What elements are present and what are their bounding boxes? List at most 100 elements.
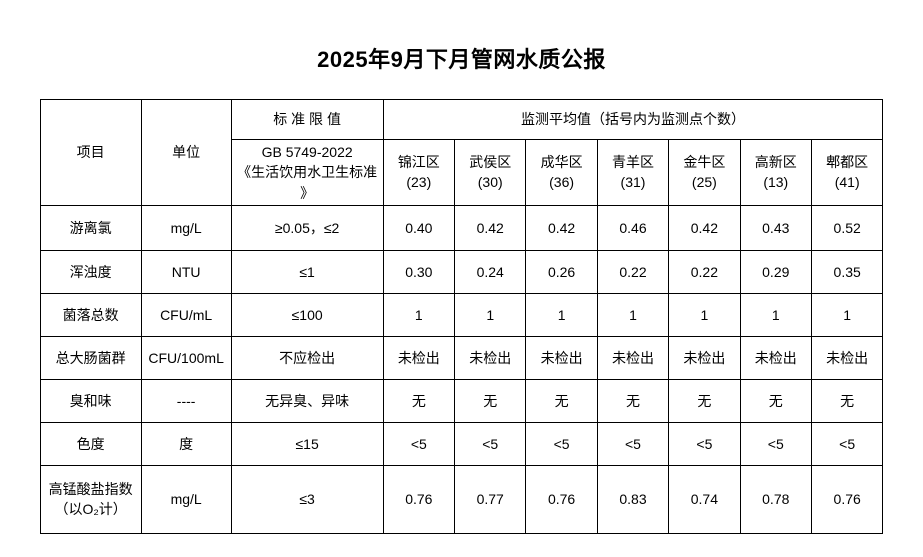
- col-header-standard-limit: 标 准 限 值: [230, 99, 384, 140]
- district-name: 青羊区: [611, 154, 654, 171]
- page-title: 2025年9月下月管网水质公报: [317, 47, 606, 72]
- cell-value: 无: [525, 378, 598, 423]
- row-standard: ≤3: [230, 464, 384, 534]
- col-header-district-pidu: 郫都区 (41): [810, 139, 884, 206]
- district-point-count: (23): [406, 174, 432, 191]
- col-header-district-chenghua: 成华区 (36): [525, 139, 598, 206]
- cell-value: <5: [454, 421, 527, 466]
- row-item-label: 高锰酸盐指数 （以O₂计）: [39, 464, 142, 534]
- table-row-odor-taste: 臭和味 ---- 无异臭、异味 无 无 无 无 无 无 无: [39, 378, 884, 423]
- cell-value: 未检出: [810, 335, 884, 380]
- row-unit: NTU: [140, 249, 232, 294]
- col-header-district-wuhou: 武侯区 (30): [454, 139, 527, 206]
- cell-value: 0.24: [454, 249, 527, 294]
- cell-value: 0.52: [810, 204, 884, 251]
- cell-value: 未检出: [454, 335, 527, 380]
- cell-value: 0.42: [454, 204, 527, 251]
- district-name: 高新区: [754, 154, 797, 171]
- row-unit: CFU/mL: [140, 292, 232, 337]
- cell-value: 无: [454, 378, 527, 423]
- row-standard: ≤1: [230, 249, 384, 294]
- cell-value: 未检出: [668, 335, 741, 380]
- header-row-districts: GB 5749-2022 《生活饮用水卫生标准 》 锦江区 (23) 武侯区 (…: [40, 139, 884, 206]
- cell-value: 0.26: [525, 249, 598, 294]
- cell-value: 无: [382, 378, 456, 423]
- cell-value: 0.74: [668, 464, 741, 534]
- row-standard: ≤15: [230, 421, 384, 466]
- district-point-count: (36): [549, 174, 575, 191]
- district-point-count: (41): [834, 174, 860, 191]
- district-name: 锦江区: [397, 154, 440, 171]
- district-name: 武侯区: [469, 154, 512, 171]
- col-header-item: 项目: [39, 99, 142, 206]
- table-row-permanganate-index: 高锰酸盐指数 （以O₂计） mg/L ≤3 0.76 0.77 0.76 0.8…: [39, 464, 884, 534]
- cell-value: 0.29: [739, 249, 812, 294]
- col-header-standard-source: GB 5749-2022 《生活饮用水卫生标准 》: [230, 139, 384, 206]
- cell-value: 未检出: [525, 335, 598, 380]
- col-header-district-qingyang: 青羊区 (31): [596, 139, 670, 206]
- row-item-label: 浑浊度: [39, 249, 142, 294]
- row-unit: mg/L: [140, 464, 232, 534]
- cell-value: 0.30: [382, 249, 456, 294]
- cell-value: 1: [668, 292, 741, 337]
- row-item-label: 色度: [39, 421, 142, 466]
- cell-value: <5: [382, 421, 456, 466]
- row-item-label: 游离氯: [39, 204, 142, 251]
- district-point-count: (30): [477, 174, 503, 191]
- cell-value: 无: [668, 378, 741, 423]
- cell-value: 0.22: [596, 249, 670, 294]
- table-row-bacterial-count: 菌落总数 CFU/mL ≤100 1 1 1 1 1 1 1: [39, 292, 884, 337]
- cell-value: 未检出: [382, 335, 456, 380]
- cell-value: 0.43: [739, 204, 812, 251]
- row-unit: ----: [140, 378, 232, 423]
- cell-value: 1: [810, 292, 884, 337]
- district-point-count: (31): [620, 174, 646, 191]
- cell-value: 无: [596, 378, 670, 423]
- row-standard: 不应检出: [230, 335, 384, 380]
- col-header-district-jinjiang: 锦江区 (23): [382, 139, 456, 206]
- water-quality-table: 项目 单位 标 准 限 值 监测平均值（括号内为监测点个数） GB 5749-2…: [39, 99, 884, 534]
- district-point-count: (13): [763, 174, 789, 191]
- row-item-label: 臭和味: [39, 378, 142, 423]
- row-item-label: 菌落总数: [39, 292, 142, 337]
- header-row-top: 项目 单位 标 准 限 值 监测平均值（括号内为监测点个数）: [39, 99, 884, 206]
- cell-value: 0.46: [596, 204, 670, 251]
- district-name: 郫都区: [826, 154, 869, 171]
- cell-value: 1: [525, 292, 598, 337]
- row-unit: CFU/100mL: [140, 335, 232, 380]
- row-standard: ≤100: [230, 292, 384, 337]
- cell-value: <5: [525, 421, 598, 466]
- cell-value: 0.40: [382, 204, 456, 251]
- col-header-district-gaoxin: 高新区 (13): [739, 139, 812, 206]
- row-unit: mg/L: [140, 204, 232, 251]
- cell-value: 0.76: [810, 464, 884, 534]
- cell-value: 0.78: [739, 464, 812, 534]
- row-standard: 无异臭、异味: [230, 378, 384, 423]
- table-row-turbidity: 浑浊度 NTU ≤1 0.30 0.24 0.26 0.22 0.22 0.29…: [39, 249, 884, 294]
- cell-value: 未检出: [596, 335, 670, 380]
- table-row-free-chlorine: 游离氯 mg/L ≥0.05，≤2 0.40 0.42 0.42 0.46 0.…: [39, 204, 884, 251]
- cell-value: 1: [382, 292, 456, 337]
- cell-value: <5: [739, 421, 812, 466]
- cell-value: 0.76: [525, 464, 598, 534]
- cell-value: 0.42: [668, 204, 741, 251]
- cell-value: 未检出: [739, 335, 812, 380]
- cell-value: 0.76: [382, 464, 456, 534]
- col-header-district-jinniu: 金牛区 (25): [668, 139, 741, 206]
- col-header-monitoring-average: 监测平均值（括号内为监测点个数）: [382, 99, 884, 140]
- cell-value: 1: [596, 292, 670, 337]
- cell-value: <5: [668, 421, 741, 466]
- row-unit: 度: [140, 421, 232, 466]
- cell-value: 无: [739, 378, 812, 423]
- table-row-color: 色度 度 ≤15 <5 <5 <5 <5 <5 <5 <5: [39, 421, 884, 466]
- table-row-total-coliform: 总大肠菌群 CFU/100mL 不应检出 未检出 未检出 未检出 未检出 未检出…: [39, 335, 884, 380]
- row-standard: ≥0.05，≤2: [230, 204, 384, 251]
- district-point-count: (25): [691, 174, 717, 191]
- cell-value: <5: [596, 421, 670, 466]
- cell-value: 0.22: [668, 249, 741, 294]
- row-item-label: 总大肠菌群: [39, 335, 142, 380]
- cell-value: 0.83: [596, 464, 670, 534]
- col-header-unit: 单位: [140, 99, 232, 206]
- cell-value: 0.77: [454, 464, 527, 534]
- cell-value: 1: [739, 292, 812, 337]
